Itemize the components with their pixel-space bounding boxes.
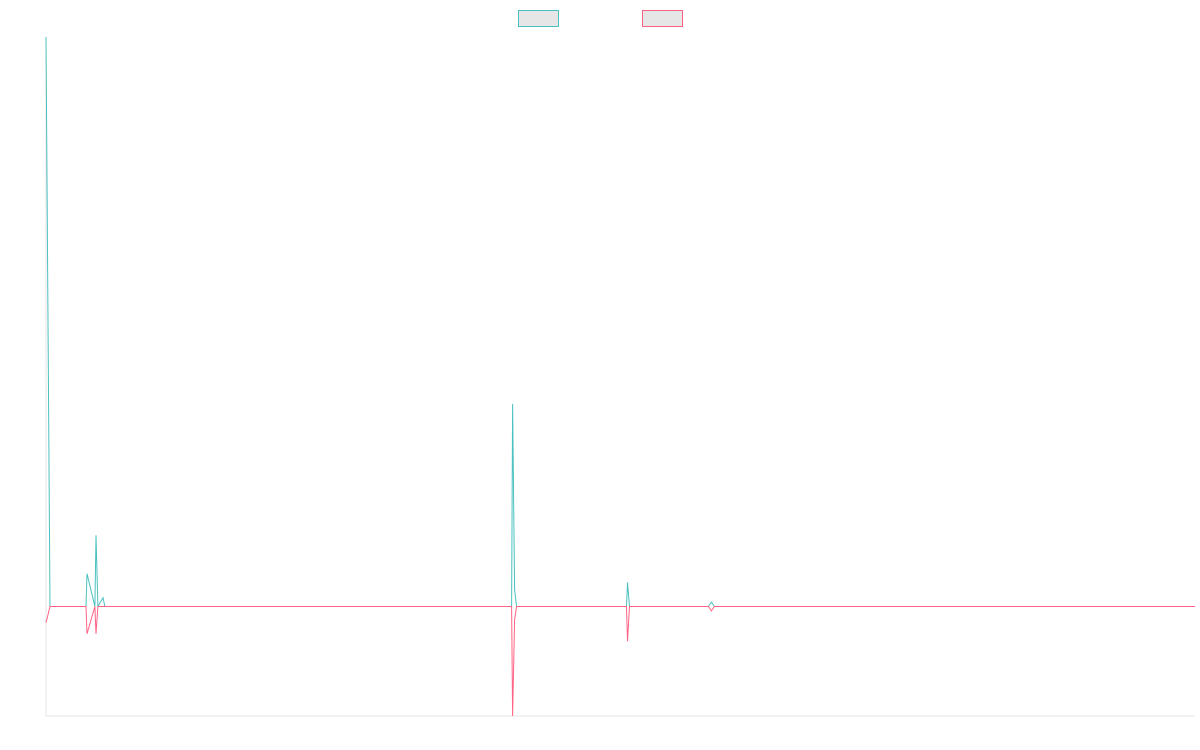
series-line-2	[45, 606, 1195, 717]
legend-swatch-1	[518, 10, 559, 27]
axes	[45, 37, 1195, 717]
legend	[518, 10, 683, 27]
series-line-1	[45, 36, 1195, 609]
legend-swatch-2	[642, 10, 683, 27]
series-layer	[45, 36, 1195, 717]
